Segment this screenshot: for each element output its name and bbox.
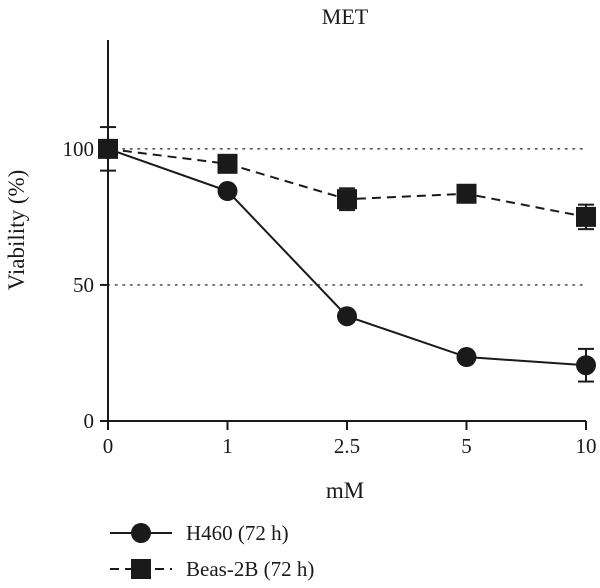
x-tick-label-1: 1 (222, 434, 233, 458)
y-tick-label-50: 50 (73, 273, 94, 297)
data-point-1-2 (337, 306, 357, 327)
x-tick-label-0: 0 (103, 434, 114, 458)
data-point-1-3 (456, 347, 477, 368)
data-point-2-0 (98, 138, 118, 159)
legend-label-1: H460 (72 h) (186, 521, 289, 545)
data-point-2-2 (337, 189, 357, 210)
x-tick-label-10: 10 (576, 434, 597, 458)
axes (107, 40, 586, 422)
data-point-2-3 (456, 183, 477, 204)
legend-marker-2 (131, 559, 151, 579)
series-line-1 (107, 147, 587, 367)
chart-title: MET (322, 4, 369, 29)
data-point-1-4 (576, 355, 596, 376)
data-point-2-1 (217, 153, 238, 174)
legend-label-2: Beas-2B (72 h) (186, 557, 314, 581)
x-tick-label-5: 5 (461, 434, 472, 458)
data-point-2-4 (576, 206, 596, 227)
x-ticks: 0 1 2.5 5 10 (103, 421, 597, 458)
y-tick-label-100: 100 (63, 137, 95, 161)
x-axis-label: mM (326, 478, 364, 503)
legend-marker-1 (131, 523, 151, 543)
y-axis-label: Viability (%) (4, 170, 29, 291)
y-tick-label-0: 0 (84, 409, 95, 433)
series-1 (98, 126, 596, 383)
y-ticks: 0 50 100 (63, 137, 108, 433)
reference-lines (107, 148, 587, 286)
series-layer (98, 126, 596, 383)
x-tick-label-2.5: 2.5 (334, 434, 360, 458)
series-2 (98, 138, 596, 231)
data-point-1-1 (217, 181, 238, 202)
legend: H460 (72 h) Beas-2B (72 h) (110, 521, 314, 581)
